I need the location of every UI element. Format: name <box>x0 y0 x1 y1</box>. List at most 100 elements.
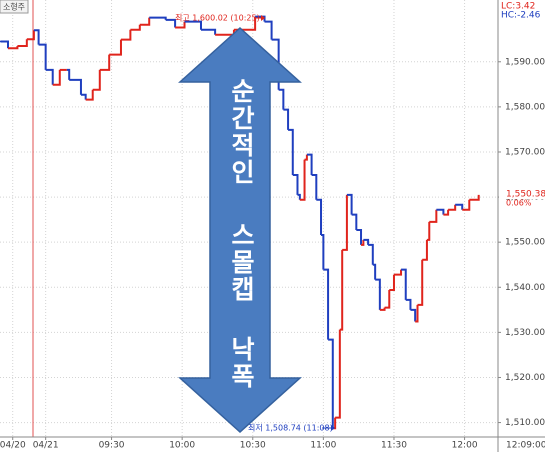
price-step <box>462 199 471 211</box>
y-tick-label: 1,520.00 <box>505 373 545 383</box>
price-step <box>405 298 412 310</box>
price-step <box>26 30 35 41</box>
price-step <box>165 18 177 28</box>
x-tick-label: 11:30 <box>381 441 407 451</box>
price-step <box>316 198 323 235</box>
y-tick-label: 1,570.00 <box>505 147 545 157</box>
low-label: 최저 1,508.74 (11:08) <box>248 423 333 433</box>
price-step <box>304 154 308 161</box>
price-step <box>393 269 403 276</box>
lc-indicator: LC:3.42 <box>501 2 535 12</box>
arrow-text: 순간적인 <box>227 78 256 186</box>
arrow-text: 스몰캡 <box>227 222 256 303</box>
double-arrow <box>178 26 302 434</box>
price-step <box>38 43 47 70</box>
price-step <box>351 213 358 230</box>
price-step <box>426 221 431 241</box>
price-step <box>200 28 217 35</box>
price-step <box>33 29 40 45</box>
last-price: 1,550.38 <box>506 190 545 200</box>
price-step <box>130 24 141 31</box>
price-step <box>297 193 301 200</box>
price-step <box>335 329 341 419</box>
price-step <box>455 203 464 210</box>
price-line <box>0 15 480 430</box>
price-step <box>17 39 28 47</box>
price-step <box>372 263 377 280</box>
price-step <box>45 68 54 85</box>
x-tick-label: 12:00 <box>452 441 478 451</box>
price-step <box>375 278 381 310</box>
price-step <box>69 78 82 95</box>
price-step <box>288 128 294 175</box>
time-label: 12:09:00 <box>506 441 545 451</box>
price-step <box>175 21 186 29</box>
button[interactable] <box>0 0 29 14</box>
x-tick-label: 09:30 <box>99 441 125 451</box>
price-step <box>379 307 386 311</box>
price-step <box>264 20 273 40</box>
y-tick-label: 1,590.00 <box>505 57 545 67</box>
low-arrowhead <box>331 425 335 431</box>
price-step <box>255 15 266 22</box>
price-step <box>356 229 363 245</box>
price-step <box>448 204 457 211</box>
price-step <box>361 239 365 246</box>
price-step <box>292 173 299 195</box>
price-step <box>342 194 348 251</box>
price-step <box>384 289 391 309</box>
x-tick-label: 11:00 <box>310 441 336 451</box>
y-tick-label: 1,510.00 <box>505 418 545 428</box>
price-step <box>278 88 285 110</box>
price-step <box>311 173 318 200</box>
price-step <box>328 338 334 429</box>
price-step <box>417 259 424 306</box>
price-step <box>469 194 480 201</box>
hc-indicator: HC:-2.46 <box>501 11 541 21</box>
price-step <box>339 249 344 331</box>
price-step <box>52 69 61 86</box>
price-step <box>368 243 374 265</box>
price-step <box>323 268 330 340</box>
high-label: 최고 1,600.02 (10:25) <box>175 13 260 23</box>
price-step <box>389 274 395 291</box>
price-step <box>443 209 450 216</box>
y-tick-label: 1,530.00 <box>505 328 545 338</box>
price-step <box>109 39 122 56</box>
price-step <box>99 54 111 71</box>
price-step <box>184 20 202 30</box>
price-step <box>139 17 151 26</box>
y-tick-label: 1,550.00 <box>505 238 545 248</box>
price-step <box>346 193 353 215</box>
price-step <box>410 308 417 322</box>
price-step <box>85 89 94 101</box>
price-step <box>321 233 325 270</box>
price-step <box>429 209 438 223</box>
price-step <box>306 153 313 175</box>
button-label[interactable]: 소형주 <box>3 3 25 12</box>
change: 0.06% <box>506 199 532 208</box>
price-step <box>66 68 71 80</box>
price-step <box>363 238 370 245</box>
x-tick-label: 10:00 <box>169 441 195 451</box>
price-step <box>120 29 132 41</box>
high-arrowhead <box>261 15 265 21</box>
price-step <box>436 208 445 215</box>
price-step <box>415 304 419 323</box>
price-step <box>149 16 167 20</box>
price-step <box>80 93 87 100</box>
x-tick-label: 04/21 <box>33 441 59 451</box>
price-step <box>299 159 306 201</box>
y-tick-label: 1,580.00 <box>505 102 545 112</box>
price-step <box>422 239 428 261</box>
price-step <box>0 40 10 49</box>
price-step <box>401 268 407 300</box>
price-step <box>92 69 101 91</box>
last-price-box <box>499 188 545 199</box>
arrow-text: 낙폭 <box>227 336 256 390</box>
price-step <box>283 108 290 130</box>
y-tick-label: 1,540.00 <box>505 283 545 293</box>
x-tick-label: 04/20 <box>0 441 26 451</box>
x-tick-label: 10:30 <box>240 441 266 451</box>
